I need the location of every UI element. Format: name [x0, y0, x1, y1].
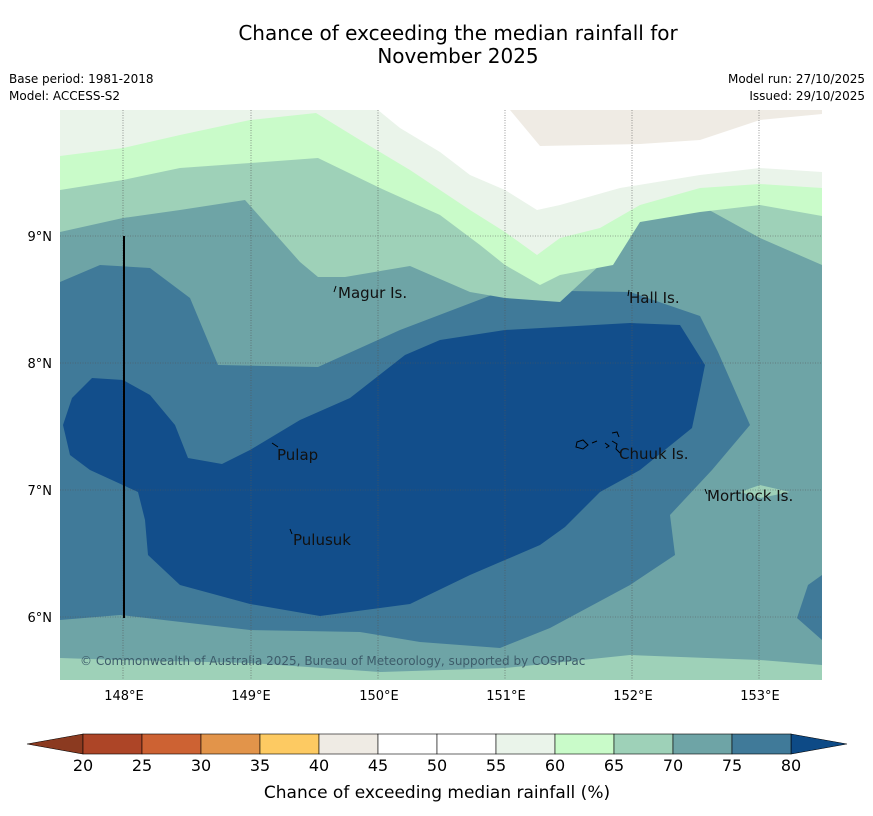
hall-island-shape	[627, 289, 630, 297]
mortlock-island-shape	[704, 488, 708, 495]
colorbar-tick-label: 65	[604, 756, 624, 775]
colorbar-segment	[436, 733, 497, 755]
colorbar-under-arrow	[26, 733, 84, 755]
colorbar-tick-label: 30	[191, 756, 211, 775]
colorbar-tick-label: 60	[545, 756, 565, 775]
pulap-island-shape	[271, 442, 279, 448]
model-run: Model run: 27/10/2025	[727, 72, 865, 86]
colorbar-segment	[554, 733, 615, 755]
colorbar-segment	[259, 733, 320, 755]
island-shapes	[271, 285, 708, 535]
colorbar-segment	[82, 733, 143, 755]
island-label-chuuk: Chuuk Is.	[619, 445, 688, 463]
colorbar-tick-label: 80	[781, 756, 801, 775]
band-40-45	[510, 110, 822, 146]
issued-date: Issued: 29/10/2025	[749, 89, 865, 103]
band-75-80-east	[797, 575, 822, 640]
lat-label-8n: 8°N	[28, 357, 53, 372]
island-label-magur: Magur Is.	[338, 284, 407, 302]
lat-label-6n: 6°N	[28, 611, 53, 626]
lat-label-7n: 7°N	[28, 484, 53, 499]
band-65-70-south	[60, 655, 822, 680]
colorbar-segment	[200, 733, 261, 755]
magur-island-shape	[333, 285, 337, 293]
island-label-pulap: Pulap	[277, 446, 318, 464]
colorbar-segments	[82, 733, 792, 755]
band-65-70-mortlock	[740, 485, 790, 498]
colorbar-tick-label: 40	[309, 756, 329, 775]
base-period: Base period: 1981-2018	[9, 72, 154, 86]
contour-fills	[60, 110, 822, 680]
meta-left: Base period: 1981-2018 Model: ACCESS-S2	[9, 71, 154, 105]
island-label-hall: Hall Is.	[629, 289, 680, 307]
colorbar-tick-label: 50	[427, 756, 447, 775]
colorbar-segment	[613, 733, 674, 755]
colorbar-tick-label: 20	[73, 756, 93, 775]
lat-label-9n: 9°N	[28, 230, 53, 245]
colorbar-tick-label: 70	[663, 756, 683, 775]
colorbar: 20 25 30 35 40 45 50 55 60 65 70 75 80 Chance of exc…	[26, 733, 848, 803]
chart-title: Chance of exceeding the median rainfall …	[0, 22, 873, 68]
title-line-2: November 2025	[377, 44, 539, 68]
island-label-pulusuk: Pulusuk	[293, 531, 351, 549]
island-label-mortlock: Mortlock Is.	[707, 487, 793, 505]
colorbar-tick-label: 75	[722, 756, 742, 775]
chuuk-islands-shape	[575, 431, 621, 454]
colorbar-title: Chance of exceeding median rainfall (%)	[264, 783, 610, 803]
lon-label-149e: 149°E	[231, 689, 271, 704]
colorbar-ticks: 20 25 30 35 40 45 50 55 60 65 70 75 80	[73, 756, 801, 775]
title-line-1: Chance of exceeding the median rainfall …	[238, 21, 678, 45]
lon-label-152e: 152°E	[613, 689, 653, 704]
colorbar-tick-label: 25	[132, 756, 152, 775]
colorbar-segment	[672, 733, 733, 755]
copyright-text: © Commonwealth of Australia 2025, Bureau…	[80, 654, 585, 668]
colorbar-segment	[731, 733, 792, 755]
meta-right: Model run: 27/10/2025 Issued: 29/10/2025	[728, 71, 865, 105]
lon-label-150e: 150°E	[359, 689, 399, 704]
lon-label-153e: 153°E	[740, 689, 780, 704]
lon-label-148e: 148°E	[104, 689, 144, 704]
colorbar-segment	[318, 733, 379, 755]
pulusuk-island-shape	[289, 528, 293, 535]
band-over-80	[63, 323, 705, 616]
colorbar-over-arrow	[790, 733, 848, 755]
lon-label-151e: 151°E	[486, 689, 526, 704]
colorbar-tick-label: 55	[486, 756, 506, 775]
colorbar-segment	[377, 733, 438, 755]
colorbar-segment	[495, 733, 556, 755]
model-name: Model: ACCESS-S2	[9, 89, 121, 103]
colorbar-tick-label: 45	[368, 756, 388, 775]
colorbar-tick-label: 35	[250, 756, 270, 775]
colorbar-segment	[141, 733, 202, 755]
